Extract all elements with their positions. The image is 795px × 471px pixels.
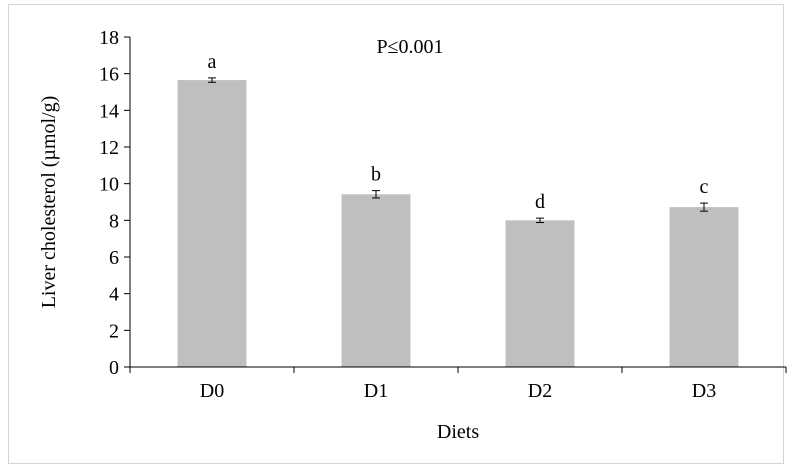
y-tick-label: 2 (109, 320, 119, 342)
y-tick-label: 4 (109, 284, 119, 306)
p-value-annotation: P≤0.001 (376, 36, 443, 58)
significance-letter: d (535, 191, 545, 213)
y-tick-label: 16 (99, 64, 119, 86)
y-tick-label: 14 (99, 100, 119, 122)
y-tick-label: 18 (99, 27, 119, 49)
y-axis-label: Liver cholesterol (µmol/g) (38, 96, 60, 309)
x-tick-label: D1 (364, 380, 388, 402)
x-tick-label: D2 (528, 380, 552, 402)
y-tick-label: 10 (99, 174, 119, 196)
y-axis-ticks: 0 2 4 6 8 10 12 14 16 18 (99, 27, 130, 379)
y-tick-label: 8 (109, 210, 119, 232)
x-axis-label: Diets (437, 421, 479, 443)
bar-d2 (505, 220, 575, 367)
x-axis-ticks: D0 D1 D2 D3 (129, 367, 787, 402)
y-tick-label: 6 (109, 247, 119, 269)
bar-d3 (669, 207, 739, 367)
x-tick-label: D0 (200, 380, 224, 402)
y-tick-label: 0 (109, 357, 119, 379)
bar-d0 (177, 80, 247, 367)
bars: a b d c (177, 51, 739, 367)
significance-letter: a (208, 51, 217, 73)
x-tick-label: D3 (692, 380, 716, 402)
significance-letter: b (371, 164, 381, 186)
bar-d1 (341, 194, 411, 367)
significance-letter: c (700, 176, 709, 198)
y-tick-label: 12 (99, 137, 119, 159)
